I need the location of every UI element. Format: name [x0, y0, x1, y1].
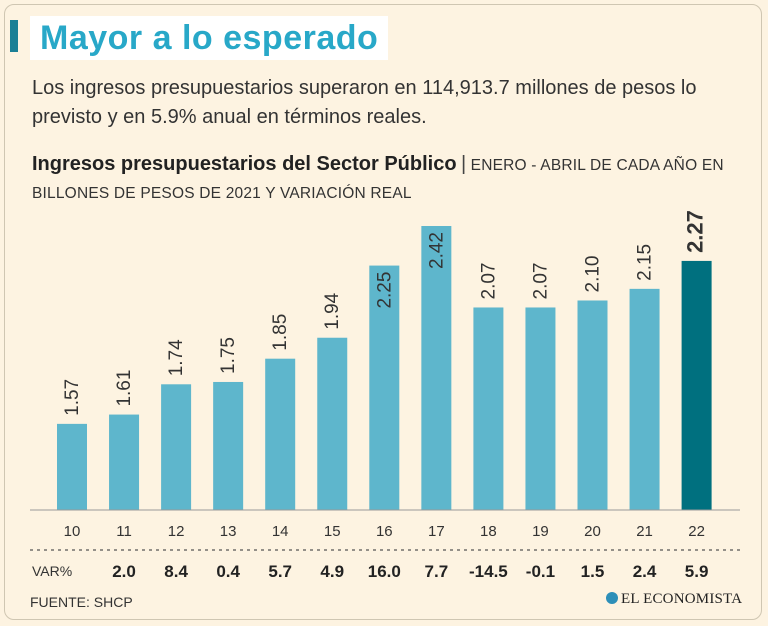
- headline: Mayor a lo esperado: [30, 16, 389, 60]
- variation-value-21: 2.4: [633, 562, 657, 581]
- bar-17: [421, 226, 452, 510]
- x-tick-label-10: 10: [64, 523, 81, 540]
- brand-logo: EL ECONOMISTA: [606, 591, 742, 608]
- bar-20: [577, 300, 608, 510]
- infographic-frame: [4, 4, 762, 620]
- x-tick-label-12: 12: [168, 523, 185, 540]
- variation-value-19: -0.1: [526, 562, 555, 581]
- variation-value-16: 16.0: [368, 562, 401, 581]
- bar-18: [473, 307, 504, 510]
- value-label-10: 1.57: [62, 379, 83, 416]
- variation-value-15: 4.9: [320, 562, 344, 581]
- subtitle: Los ingresos presupuestarios superaron e…: [32, 77, 697, 128]
- x-tick-label-17: 17: [428, 523, 445, 540]
- chart-title: Ingresos presupuestarios del Sector Públ…: [32, 150, 752, 208]
- bar-10: [57, 423, 87, 510]
- variation-label: VAR%: [32, 563, 72, 579]
- value-label-18: 2.07: [478, 262, 499, 299]
- x-tick-label-11: 11: [116, 523, 132, 540]
- value-label-19: 2.07: [530, 262, 551, 299]
- bar-16: [369, 265, 400, 510]
- x-tick-label-19: 19: [532, 523, 549, 540]
- bar-19: [525, 307, 556, 510]
- x-tick-label-18: 18: [480, 523, 497, 540]
- variation-value-12: 8.4: [164, 562, 188, 581]
- x-tick-label-22: 22: [688, 523, 705, 540]
- brand-dot-icon: [606, 592, 618, 604]
- value-label-11: 1.61: [114, 370, 135, 407]
- variation-value-22: 5.9: [685, 562, 709, 581]
- value-label-15: 1.94: [322, 292, 343, 329]
- bar-13: [213, 381, 244, 510]
- bar-11: [109, 414, 140, 510]
- variation-value-17: 7.7: [425, 562, 449, 581]
- value-label-14: 1.85: [270, 314, 291, 351]
- value-label-13: 1.75: [218, 337, 239, 374]
- source-note: FUENTE: SHCP: [30, 594, 133, 610]
- variation-value-14: 5.7: [268, 562, 292, 581]
- value-label-21: 2.15: [635, 244, 656, 281]
- bar-15: [317, 337, 348, 510]
- value-label-20: 2.10: [583, 256, 604, 293]
- chart-title-separator: |: [461, 153, 467, 175]
- variation-value-11: 2.0: [112, 562, 136, 581]
- x-tick-label-13: 13: [220, 523, 237, 540]
- bar-12: [161, 384, 192, 510]
- bar-14: [265, 358, 296, 510]
- chart-heading: Ingresos presupuestarios del Sector Públ…: [32, 153, 457, 175]
- variation-value-20: 1.5: [581, 562, 605, 581]
- variation-value-18: -14.5: [469, 562, 508, 581]
- bar-21: [629, 288, 660, 510]
- variation-value-13: 0.4: [216, 562, 240, 581]
- value-label-16: 2.25: [374, 272, 395, 309]
- value-label-17: 2.42: [426, 232, 447, 269]
- x-tick-label-20: 20: [584, 523, 601, 540]
- value-label-12: 1.74: [166, 339, 187, 376]
- x-tick-label-14: 14: [272, 523, 289, 540]
- bar-22: [681, 260, 712, 510]
- x-tick-label-21: 21: [636, 523, 653, 540]
- x-tick-label-15: 15: [324, 523, 341, 540]
- chart-unit: ENERO - ABRIL DE CADA AÑO EN BILLONES DE…: [32, 157, 724, 202]
- headline-accent-bar: [10, 20, 18, 52]
- x-tick-label-16: 16: [376, 523, 393, 540]
- brand-name: EL ECONOMISTA: [621, 591, 743, 607]
- value-label-22: 2.27: [683, 210, 708, 253]
